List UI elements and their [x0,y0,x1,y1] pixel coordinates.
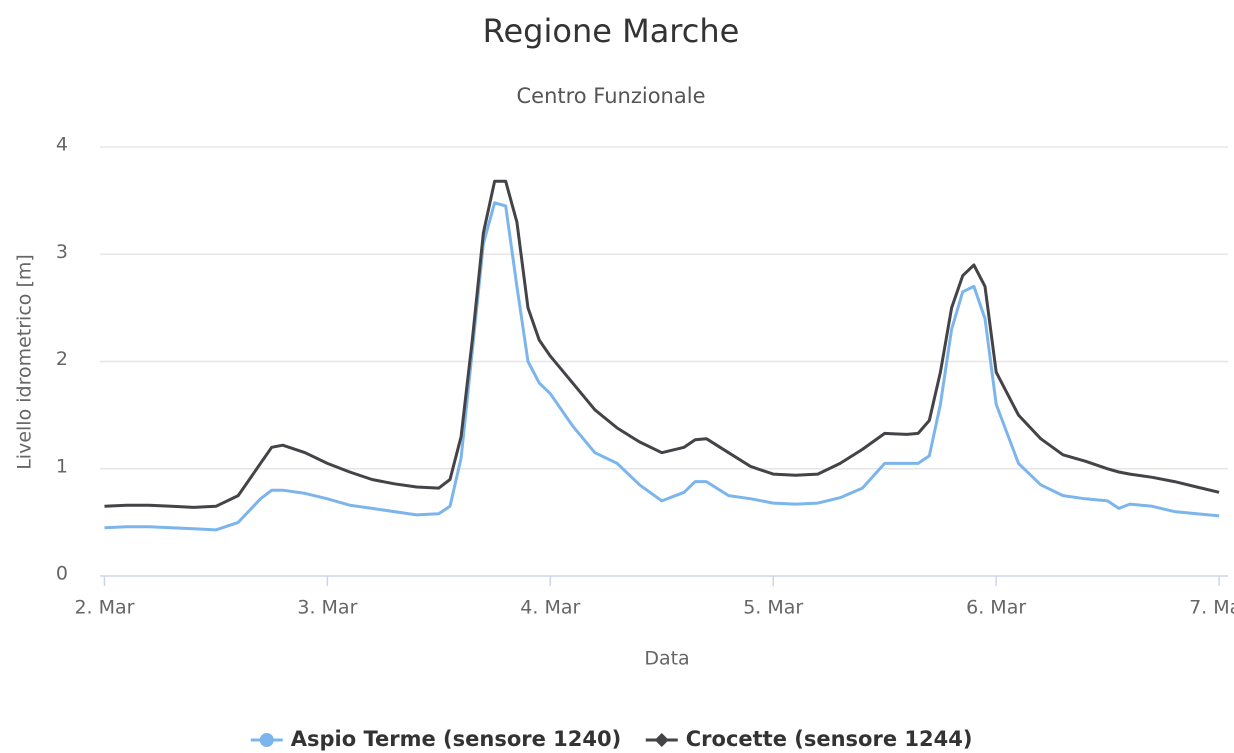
legend-label: Crocette (sensore 1244) [686,727,973,751]
y-tick-label: 2 [56,348,68,370]
x-tick-label: 3. Mar [297,597,357,619]
y-tick-label: 4 [56,134,68,156]
y-tick-label: 1 [56,455,68,477]
x-tick-label: 6. Mar [966,597,1026,619]
chart-subtitle: Centro Funzionale [516,84,705,108]
legend-marker [654,733,669,747]
series-line [104,179,1220,509]
x-tick-label: 4. Mar [520,597,580,619]
y-tick-label: 0 [56,563,68,585]
x-tick-label: 2. Mar [74,597,134,619]
chart-title: Regione Marche [483,12,740,50]
y-axis-label: Livello idrometrico [m] [14,254,36,470]
legend-label: Aspio Terme (sensore 1240) [291,727,621,751]
x-tick-label: 5. Mar [743,597,803,619]
y-tick-label: 3 [56,241,68,263]
legend-marker [259,733,274,747]
x-tick-label: 7. Mar [1189,597,1234,619]
series-line [104,201,1220,532]
x-axis-label: Data [644,648,689,670]
